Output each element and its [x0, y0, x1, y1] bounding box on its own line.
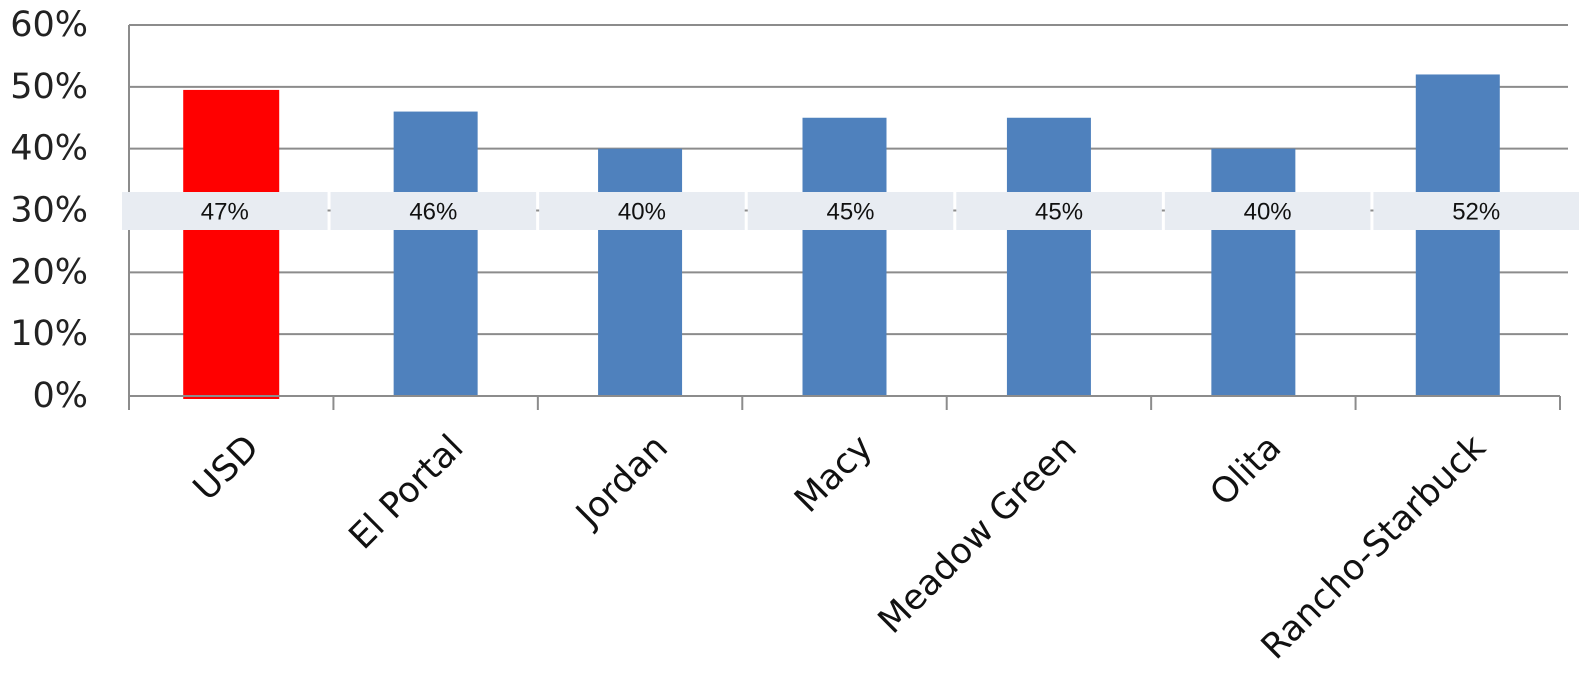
- data-label-cell: [747, 192, 954, 230]
- x-tick-label: Rancho-Starbuck: [1254, 427, 1494, 667]
- data-label: 46%: [409, 199, 457, 226]
- y-tick-label: 50%: [10, 67, 88, 107]
- bar: [393, 111, 478, 397]
- bars: [183, 74, 1500, 400]
- bar: [1211, 148, 1296, 396]
- data-label: 40%: [618, 199, 666, 226]
- data-label-cell: [1373, 192, 1579, 230]
- bar: [802, 117, 887, 396]
- x-tick-label: Olita: [1203, 428, 1289, 514]
- x-tick-label: El Portal: [342, 428, 472, 558]
- data-label-cell: [122, 192, 328, 230]
- y-tick-labels: 0% 10% 20% 30% 40% 50% 60%: [10, 5, 88, 416]
- data-label-cell: [330, 192, 537, 230]
- x-tick-label: Meadow Green: [871, 428, 1085, 642]
- x-tick-label: USD: [186, 428, 267, 509]
- data-label-cell: [539, 192, 745, 230]
- y-tick-label: 0%: [32, 376, 88, 416]
- data-label: 52%: [1452, 199, 1500, 226]
- data-label: 45%: [826, 199, 874, 226]
- y-tick-label: 60%: [10, 5, 88, 45]
- bar: [1006, 117, 1091, 396]
- bar: [598, 148, 683, 396]
- x-tick-label: Jordan: [568, 428, 676, 536]
- y-tick-label: 40%: [10, 129, 88, 169]
- data-label: 47%: [201, 199, 249, 226]
- y-tick-label: 30%: [10, 191, 88, 231]
- y-tick-label: 20%: [10, 252, 88, 292]
- y-tick-label: 10%: [10, 314, 88, 354]
- data-label-cell: [956, 192, 1162, 230]
- data-label-cell: [1164, 192, 1371, 230]
- bar: [1415, 74, 1500, 396]
- data-label: 40%: [1244, 199, 1292, 226]
- data-label: 45%: [1035, 199, 1083, 226]
- bar-highlight: [183, 89, 280, 400]
- data-label-band: 47% 46% 40% 45% 45% 40% 52%: [122, 192, 1579, 230]
- x-tick-label: Macy: [787, 428, 880, 521]
